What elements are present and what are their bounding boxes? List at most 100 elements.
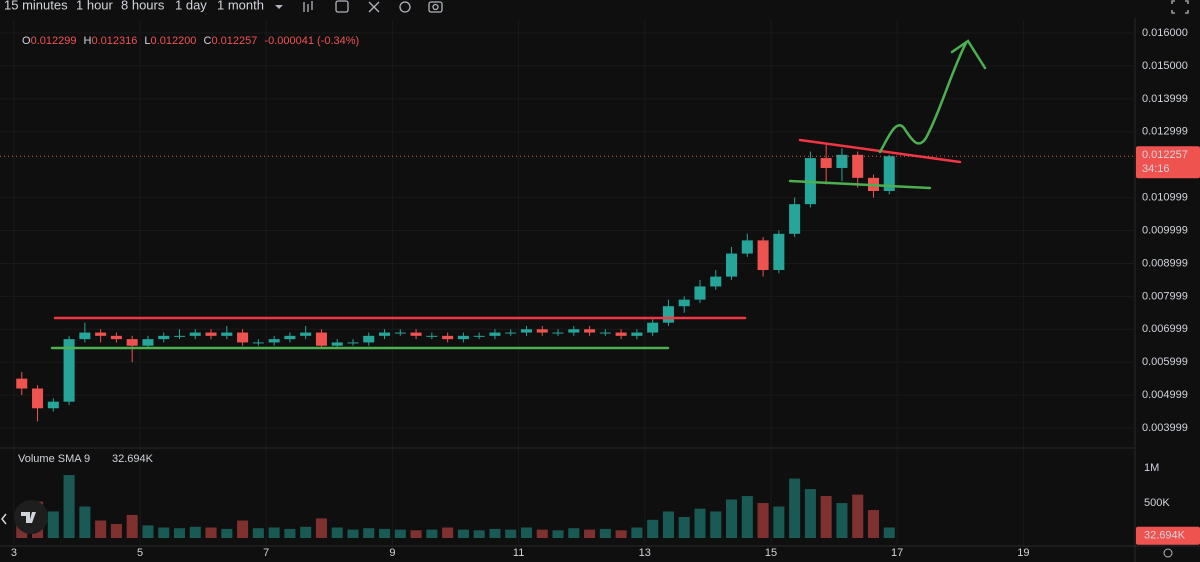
trend-line-lower[interactable]	[788, 179, 932, 190]
interval-button[interactable]: 1 hour	[76, 0, 114, 12]
candle-body	[852, 154, 864, 178]
candle-body	[221, 332, 233, 336]
dropdown-caret[interactable]	[275, 5, 283, 9]
y-tick-label: 0.013999	[1142, 93, 1188, 105]
interval-button[interactable]: 1 month	[217, 0, 264, 12]
volume-bar	[631, 527, 643, 538]
y-tick-label: 0.008999	[1142, 257, 1188, 269]
candle-body	[189, 332, 201, 336]
x-tick-label: 11	[513, 547, 524, 559]
candle-body	[47, 401, 59, 409]
volume-bar	[647, 519, 659, 538]
y-tick-label: 0.007999	[1142, 290, 1188, 302]
candle-body	[615, 332, 627, 336]
y-tick-label: 0.003999	[1142, 422, 1188, 434]
interval-button[interactable]: 15 minutes	[4, 0, 68, 12]
scroll-left[interactable]	[1, 513, 7, 525]
settings-icon[interactable]	[1163, 548, 1173, 558]
volume-bar	[95, 520, 107, 538]
o-value: 0.012299	[31, 35, 77, 47]
x-tick-label: 5	[137, 547, 143, 559]
projection-arrow[interactable]	[878, 39, 987, 154]
last-price-tag	[1136, 146, 1200, 179]
candle-body	[16, 378, 28, 389]
volume-tick-label: 500K	[1144, 497, 1170, 509]
volume-bar	[615, 530, 627, 538]
volume-bar	[315, 518, 327, 538]
volume-bar	[63, 475, 75, 538]
candle-body	[442, 335, 454, 340]
volume-bar	[394, 529, 406, 538]
volume-bar	[568, 528, 580, 538]
h-label: H	[84, 35, 92, 47]
volume-tick-label: 1M	[1144, 462, 1159, 474]
change: -0.000041 (-0.34%)	[264, 35, 359, 47]
x-tick-label: 19	[1017, 547, 1029, 559]
candle-body	[315, 332, 327, 346]
volume-bar	[110, 524, 122, 538]
volume-bar	[173, 528, 186, 538]
volume-bar	[473, 530, 485, 538]
interval-button[interactable]: 1 day	[175, 0, 207, 12]
candle-body	[726, 253, 738, 277]
last-price-label: 0.012257	[1142, 149, 1188, 161]
volume-bar	[442, 527, 454, 538]
candle-body	[489, 332, 501, 336]
candle-body	[63, 339, 75, 402]
candle-body	[126, 339, 138, 346]
candle-body	[237, 332, 249, 343]
candle-body	[520, 329, 533, 333]
candle-body	[568, 329, 580, 333]
candle-body	[331, 342, 343, 346]
candle-body	[789, 204, 801, 234]
volume-bar	[836, 503, 848, 538]
candle-body	[536, 329, 548, 333]
candle-body	[741, 240, 753, 254]
drawings[interactable]	[50, 39, 987, 350]
volume-bar	[379, 528, 391, 538]
legend: O0.012299 H0.012316 L0.012200 C0.012257 …	[22, 35, 359, 47]
candle-body	[599, 332, 611, 334]
volume-bar	[662, 511, 674, 538]
volume-sma-value: 32.694K	[112, 453, 154, 465]
x-tick-label: 7	[263, 547, 269, 559]
volume-bar	[741, 496, 753, 538]
countdown: 34:16	[1142, 163, 1170, 175]
volume-bar	[505, 529, 517, 538]
candle-body	[252, 342, 264, 344]
interval-button[interactable]: 8 hours	[121, 0, 165, 12]
volume-bar	[489, 528, 501, 538]
y-tick-label: 0.006999	[1142, 323, 1188, 335]
volume-bar	[79, 506, 91, 538]
volume-bar	[142, 525, 154, 538]
candle-body	[883, 156, 895, 192]
y-tick-label: 0.009999	[1142, 224, 1188, 236]
toolbar-icons[interactable]	[303, 0, 1189, 14]
volume-bar	[883, 527, 895, 538]
volume-bar	[426, 529, 438, 538]
volume-bar	[457, 529, 469, 538]
volume-bar	[300, 526, 312, 538]
candle-body	[32, 388, 44, 409]
volume-bar	[757, 503, 769, 538]
candle-body	[95, 332, 107, 336]
volume-bar	[694, 508, 706, 538]
y-tick-label: 0.010999	[1142, 192, 1188, 204]
volume-bar	[820, 496, 832, 538]
volume-bar	[710, 511, 722, 538]
l-label: L	[144, 35, 150, 47]
logo[interactable]	[21, 512, 36, 523]
volume-bar	[552, 530, 564, 538]
x-tick-label: 15	[765, 547, 777, 559]
candle-body	[426, 335, 438, 337]
candle-body	[457, 335, 469, 340]
y-tick-label: 0.012999	[1142, 126, 1188, 138]
h-value: 0.012316	[91, 35, 137, 47]
volume-bar	[331, 527, 343, 538]
candle-body	[205, 332, 217, 336]
volume-bar	[852, 494, 864, 538]
volume-bar	[363, 528, 375, 538]
candle-body	[268, 339, 280, 343]
volume-bar	[252, 528, 264, 538]
volume-bar	[789, 478, 801, 538]
